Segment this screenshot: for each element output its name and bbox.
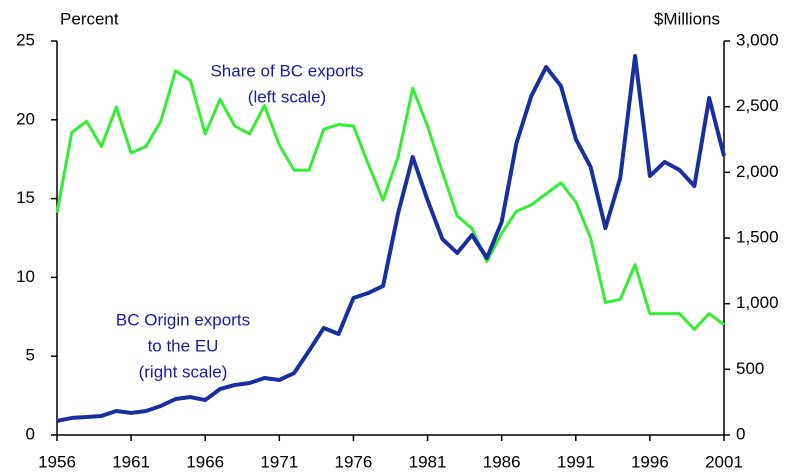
y2-tick-label: 2,500 (736, 96, 779, 115)
x-tick-label: 1991 (557, 452, 595, 471)
series-label: (right scale) (139, 362, 228, 381)
y-tick-label: 5 (26, 346, 35, 365)
y-tick-label: 25 (16, 30, 35, 49)
y2-tick-label: 500 (736, 359, 764, 378)
line-series (55, 69, 725, 331)
x-tick-label: 1956 (38, 452, 76, 471)
x-tick-label: 1971 (260, 452, 298, 471)
series-label: to the EU (148, 336, 219, 355)
y2-tick-label: 2,000 (736, 162, 779, 181)
y2-tick-label: 1,000 (736, 293, 779, 312)
y-tick-label: 10 (16, 267, 35, 286)
x-tick-label: 2001 (705, 452, 743, 471)
x-tick-label: 1981 (409, 452, 447, 471)
y-tick-label: 15 (16, 188, 35, 207)
x-tick-label: 1996 (631, 452, 669, 471)
y-tick-label: 0 (26, 424, 35, 443)
x-tick-label: 1986 (483, 452, 521, 471)
y2-axis-label: $Millions (654, 9, 720, 28)
series-label: Share of BC exports (210, 61, 363, 80)
series-label: BC Origin exports (116, 310, 250, 329)
y2-tick-label: 0 (736, 424, 745, 443)
line-series (56, 53, 726, 423)
series-label: (left scale) (248, 87, 326, 106)
x-tick-label: 1961 (112, 452, 150, 471)
y-axis-label: Percent (60, 9, 119, 28)
x-tick-label: 1976 (335, 452, 373, 471)
y2-tick-label: 1,500 (736, 227, 779, 246)
x-tick-label: 1966 (186, 452, 224, 471)
y2-tick-label: 3,000 (736, 30, 779, 49)
y-tick-label: 20 (16, 109, 35, 128)
